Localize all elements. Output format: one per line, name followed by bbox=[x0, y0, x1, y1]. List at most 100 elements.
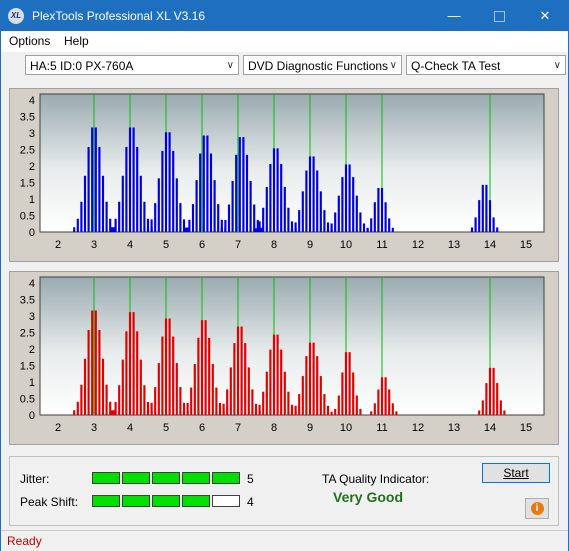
pit-bar bbox=[168, 318, 171, 415]
land-x-tick-label: 12 bbox=[412, 239, 424, 251]
pit-bar bbox=[244, 343, 247, 415]
land-bar bbox=[87, 146, 90, 232]
land-bar bbox=[154, 203, 157, 232]
pit-bar bbox=[488, 367, 492, 415]
pit-bar bbox=[105, 384, 108, 415]
land-bar bbox=[76, 218, 79, 232]
info-button[interactable]: i bbox=[525, 498, 549, 519]
pit-y-tick-label: 3 bbox=[29, 311, 35, 323]
land-bar bbox=[227, 204, 231, 232]
land-bar bbox=[380, 188, 384, 232]
land-bar bbox=[301, 191, 304, 232]
land-bar bbox=[179, 203, 182, 232]
pit-bar bbox=[197, 337, 200, 415]
pit-x-tick-label: 2 bbox=[55, 422, 61, 434]
pit-bar bbox=[236, 326, 240, 415]
land-bar bbox=[161, 150, 164, 232]
land-bar bbox=[125, 146, 128, 232]
pit-bar bbox=[254, 403, 258, 415]
land-bar bbox=[231, 180, 234, 232]
land-bar bbox=[83, 175, 87, 232]
land-bar bbox=[377, 188, 380, 232]
land-bar bbox=[253, 204, 256, 232]
land-x-tick-label: 7 bbox=[235, 239, 241, 251]
pit-bar bbox=[128, 312, 132, 415]
land-bar bbox=[391, 227, 394, 232]
minimize-button[interactable]: — bbox=[432, 1, 476, 31]
pit-bar bbox=[503, 410, 506, 415]
pit-bar bbox=[265, 371, 268, 415]
jitter-meter-segment bbox=[212, 472, 240, 484]
title-bar: XL PlexTools Professional XL V3.16 — ✕ bbox=[1, 1, 568, 31]
pit-bar bbox=[73, 410, 76, 415]
pit-x-tick-label: 15 bbox=[520, 422, 532, 434]
land-bar bbox=[319, 191, 322, 232]
pit-bar bbox=[110, 410, 114, 415]
pit-bar bbox=[496, 383, 499, 415]
pit-y-tick-label: 3.5 bbox=[20, 295, 35, 307]
pit-bar bbox=[326, 405, 330, 415]
land-bar bbox=[326, 228, 330, 232]
land-bar bbox=[143, 201, 146, 232]
pit-bar bbox=[94, 310, 97, 415]
pit-bar bbox=[247, 367, 250, 415]
land-bar bbox=[235, 154, 238, 232]
test-select[interactable]: Q-Check TA Test ∨ bbox=[406, 55, 566, 75]
land-x-tick-label: 2 bbox=[55, 239, 61, 251]
function-select[interactable]: DVD Diagnostic Functions ∨ bbox=[243, 55, 402, 75]
land-bar bbox=[105, 201, 108, 232]
pit-bar bbox=[499, 400, 502, 415]
pit-bar bbox=[114, 401, 117, 415]
land-bar bbox=[245, 154, 249, 232]
pit-plot-area bbox=[39, 276, 545, 416]
land-x-tick-label: 8 bbox=[271, 239, 277, 251]
maximize-button[interactable] bbox=[477, 1, 521, 31]
land-bar bbox=[474, 217, 477, 232]
pit-bar bbox=[218, 411, 222, 415]
menu-help[interactable]: Help bbox=[64, 34, 89, 48]
land-y-tick-label: 2.5 bbox=[20, 145, 35, 157]
land-bar bbox=[290, 228, 294, 232]
land-bar bbox=[238, 137, 241, 232]
toolbar: HA:5 ID:0 PX-760A ∨ DVD Diagnostic Funct… bbox=[1, 52, 568, 81]
land-bar bbox=[184, 227, 187, 232]
land-bar bbox=[470, 227, 474, 232]
pit-bar bbox=[76, 401, 79, 415]
menu-options[interactable]: Options bbox=[9, 34, 51, 48]
land-bar bbox=[114, 218, 117, 232]
start-button[interactable]: Start bbox=[482, 463, 550, 483]
land-bar bbox=[316, 170, 319, 232]
peak-shift-meter-segment bbox=[212, 495, 240, 507]
land-y-tick-label: 2 bbox=[29, 161, 35, 173]
land-bar bbox=[209, 153, 213, 232]
close-button[interactable]: ✕ bbox=[523, 1, 567, 31]
land-bar bbox=[298, 210, 301, 232]
land-bar bbox=[348, 164, 351, 232]
land-bar bbox=[384, 202, 387, 232]
pit-bar bbox=[222, 403, 225, 415]
land-bar bbox=[128, 127, 132, 232]
pit-bar bbox=[276, 334, 279, 415]
function-select-value: DVD Diagnostic Functions bbox=[248, 59, 389, 73]
land-bar bbox=[337, 195, 340, 232]
pit-bar bbox=[272, 334, 276, 415]
land-bar bbox=[157, 178, 160, 232]
pit-x-tick-label: 7 bbox=[235, 422, 241, 434]
pit-bar bbox=[182, 402, 186, 415]
peak-shift-meter-segment bbox=[122, 495, 150, 507]
land-bar bbox=[73, 227, 76, 232]
drive-select[interactable]: HA:5 ID:0 PX-760A ∨ bbox=[25, 55, 239, 75]
land-bar bbox=[118, 201, 121, 232]
land-bar bbox=[359, 212, 362, 232]
land-bar bbox=[280, 163, 283, 232]
pit-bar bbox=[344, 352, 348, 415]
pit-bar bbox=[179, 387, 182, 415]
land-bar bbox=[94, 127, 97, 232]
pit-bar bbox=[143, 385, 146, 415]
pit-x-tick-label: 9 bbox=[307, 422, 313, 434]
land-bar bbox=[373, 202, 376, 232]
land-y-tick-label: 3 bbox=[29, 128, 35, 140]
pit-bar bbox=[233, 343, 236, 415]
pit-bar bbox=[186, 402, 189, 415]
land-bar bbox=[478, 200, 481, 232]
